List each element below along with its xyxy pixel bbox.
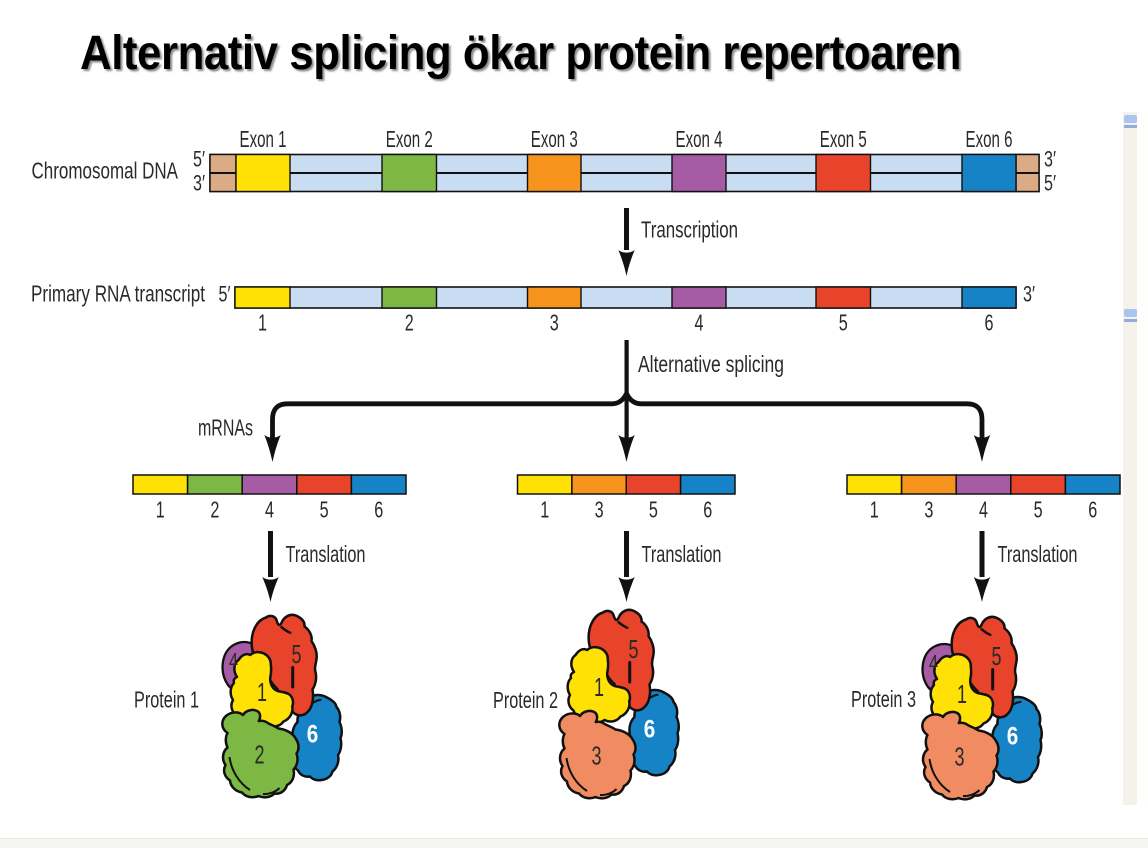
svg-text:2: 2: [210, 497, 219, 523]
svg-text:1: 1: [957, 681, 967, 709]
svg-text:5: 5: [292, 641, 302, 669]
svg-text:3: 3: [592, 743, 602, 771]
svg-text:5: 5: [629, 636, 639, 664]
svg-text:Translation: Translation: [286, 541, 366, 567]
svg-text:5: 5: [1034, 497, 1043, 523]
svg-text:Translation: Translation: [642, 541, 722, 567]
svg-text:Exon 4: Exon 4: [676, 126, 723, 152]
svg-text:Exon 2: Exon 2: [386, 126, 433, 152]
svg-text:2: 2: [405, 310, 414, 336]
svg-text:1: 1: [257, 679, 267, 707]
svg-text:6: 6: [307, 721, 319, 749]
svg-text:5′: 5′: [193, 147, 205, 172]
svg-text:5: 5: [992, 643, 1002, 671]
svg-text:Primary RNA transcript: Primary RNA transcript: [31, 281, 205, 307]
svg-text:3: 3: [924, 497, 933, 523]
svg-text:5′: 5′: [219, 282, 231, 307]
svg-text:Protein 3: Protein 3: [851, 686, 916, 712]
svg-text:Translation: Translation: [998, 541, 1078, 567]
svg-text:6: 6: [703, 497, 712, 523]
svg-text:6: 6: [1007, 723, 1019, 751]
svg-text:3′: 3′: [1044, 147, 1056, 172]
svg-text:5: 5: [839, 310, 848, 336]
svg-text:6: 6: [644, 716, 656, 744]
svg-text:5: 5: [649, 497, 658, 523]
svg-text:4: 4: [695, 310, 704, 336]
svg-text:Protein 1: Protein 1: [134, 687, 199, 713]
svg-text:mRNAs: mRNAs: [198, 415, 253, 441]
svg-text:3′: 3′: [193, 171, 205, 196]
svg-text:1: 1: [258, 310, 267, 336]
svg-text:5: 5: [320, 497, 329, 523]
svg-text:1: 1: [870, 497, 879, 523]
svg-text:Protein 2: Protein 2: [493, 687, 558, 713]
svg-text:1: 1: [540, 497, 549, 523]
svg-text:3: 3: [955, 744, 965, 772]
svg-text:6: 6: [374, 497, 383, 523]
svg-text:4: 4: [979, 497, 988, 523]
svg-text:4: 4: [265, 497, 274, 523]
svg-text:2: 2: [255, 742, 265, 770]
svg-text:3′: 3′: [1023, 282, 1035, 307]
svg-text:4: 4: [229, 649, 238, 674]
svg-text:1: 1: [594, 674, 604, 702]
svg-text:Transcription: Transcription: [641, 217, 738, 243]
svg-text:4: 4: [929, 651, 938, 676]
svg-text:Exon 5: Exon 5: [820, 126, 867, 152]
svg-text:Exon 6: Exon 6: [966, 126, 1013, 152]
svg-text:6: 6: [1088, 497, 1097, 523]
svg-text:3: 3: [595, 497, 604, 523]
svg-text:1: 1: [156, 497, 165, 523]
svg-text:6: 6: [985, 310, 994, 336]
svg-text:Exon 1: Exon 1: [240, 126, 287, 152]
svg-text:Exon 3: Exon 3: [531, 126, 578, 152]
svg-text:Chromosomal DNA: Chromosomal DNA: [32, 158, 179, 184]
svg-text:Alternative splicing: Alternative splicing: [638, 351, 784, 377]
svg-text:5′: 5′: [1044, 171, 1056, 196]
svg-text:3: 3: [550, 310, 559, 336]
